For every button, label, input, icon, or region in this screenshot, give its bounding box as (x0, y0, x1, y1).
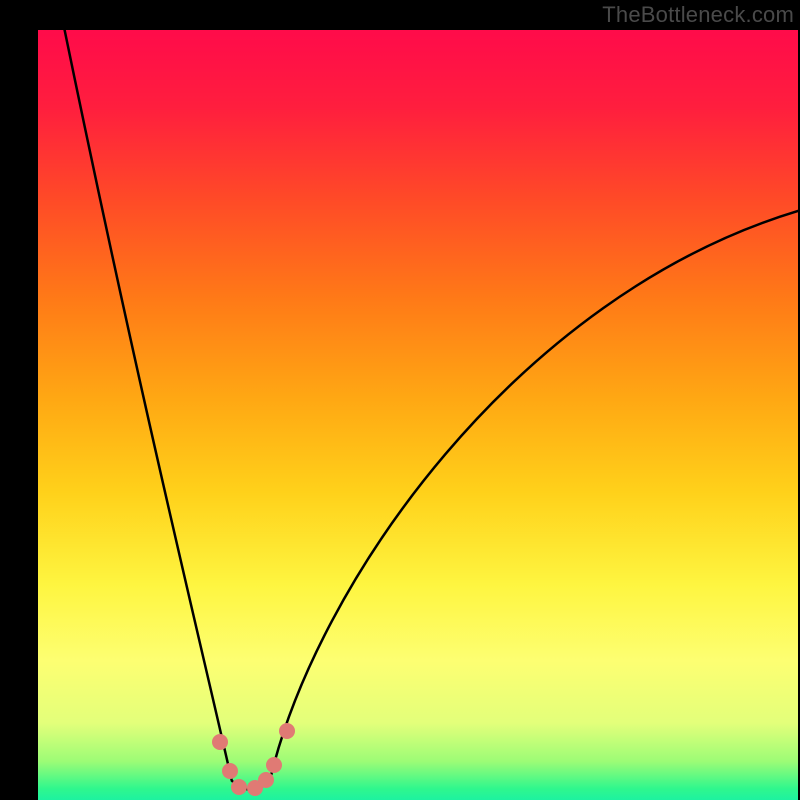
watermark-text: TheBottleneck.com (602, 2, 794, 28)
valley-marker (222, 763, 238, 779)
bottleneck-curve (65, 30, 798, 790)
plot-area (38, 30, 798, 800)
valley-marker (266, 757, 282, 773)
curve-layer (38, 30, 798, 800)
valley-marker (212, 734, 228, 750)
valley-marker (231, 779, 247, 795)
valley-marker (258, 772, 274, 788)
root-canvas: TheBottleneck.com (0, 0, 800, 800)
valley-marker (279, 723, 295, 739)
